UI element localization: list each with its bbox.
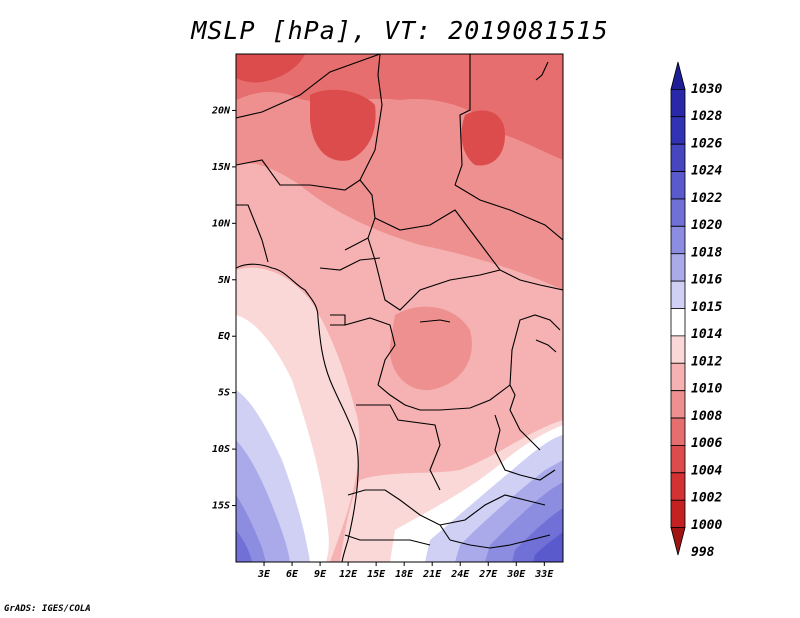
lon-tick-label: 12E	[339, 569, 358, 580]
legend-label: 1018	[691, 245, 722, 260]
lat-tick-label: EQ	[218, 331, 230, 342]
latitude-axis: 20N 15N 10N 5N EQ 5S 10S 15S	[211, 105, 236, 512]
lon-tick-label: 18E	[395, 569, 414, 580]
legend-label: 1020	[691, 218, 722, 233]
lon-tick-label: 3E	[257, 569, 271, 580]
lon-tick-label: 15E	[367, 569, 386, 580]
lat-tick-label: 10N	[212, 218, 231, 229]
legend-swatch	[670, 88, 686, 118]
legend-swatch	[670, 225, 686, 255]
lon-tick-label: 30E	[506, 569, 526, 580]
country-borders	[236, 54, 563, 562]
lat-tick-label: 10S	[212, 444, 230, 455]
legend-swatch	[670, 417, 686, 446]
lon-tick-label: 33E	[534, 569, 554, 580]
legend-swatch	[670, 280, 686, 309]
legend-swatch	[670, 198, 686, 227]
legend-swatch	[670, 499, 686, 529]
colorbar-legend: 1030 1028 1026 1024 1022 1020 1018 1016 1015 1014…	[670, 61, 722, 560]
lon-tick-label: 27E	[478, 569, 498, 580]
legend-label: 1000	[691, 518, 722, 533]
legend-swatch	[670, 362, 686, 392]
legend-label: 1016	[691, 273, 722, 288]
legend-label: 1024	[691, 164, 722, 179]
lon-tick-label: 6E	[286, 569, 299, 580]
legend-label: 1030	[691, 82, 722, 97]
lat-tick-label: 20N	[211, 105, 231, 116]
grads-credit: GrADS: IGES/COLA	[4, 604, 91, 614]
legend-label: 1004	[691, 463, 722, 478]
legend-swatch	[670, 143, 686, 172]
legend-swatch	[670, 116, 686, 145]
legend-label: 998	[691, 545, 715, 560]
legend-swatch	[670, 472, 686, 501]
lat-tick-label: 15N	[212, 162, 231, 173]
legend-label: 1028	[691, 109, 722, 124]
lat-tick-label: 5S	[218, 388, 230, 399]
lon-tick-label: 24E	[450, 569, 470, 580]
legend-label: 1026	[691, 137, 722, 152]
legend-label: 1014	[691, 327, 722, 342]
legend-swatch	[670, 171, 686, 200]
map-title: MSLP [hPa], VT: 2019081515	[191, 16, 609, 45]
legend-label: 1022	[691, 191, 722, 206]
lat-tick-label: 5N	[218, 275, 231, 286]
legend-label: 1012	[691, 354, 722, 369]
legend-label: 1006	[691, 436, 722, 451]
pressure-field	[236, 54, 563, 562]
legend-swatch	[670, 308, 686, 337]
legend-label: 1010	[691, 382, 722, 397]
legend-swatch	[670, 445, 686, 474]
legend-swatch	[670, 527, 686, 556]
longitude-axis: 3E 6E 9E 12E 15E 18E 21E 24E 27E 30E 33E	[257, 562, 554, 580]
lat-tick-label: 15S	[212, 501, 230, 512]
map-frame	[235, 53, 564, 563]
legend-label: 1008	[691, 409, 722, 424]
legend-swatch	[670, 390, 686, 419]
lon-tick-label: 21E	[422, 569, 442, 580]
legend-swatch	[670, 61, 686, 90]
legend-label: 1015	[691, 300, 722, 315]
legend-label: 1002	[691, 491, 722, 506]
legend-swatch	[670, 253, 686, 282]
lon-tick-label: 9E	[314, 569, 327, 580]
legend-swatch	[670, 335, 686, 364]
